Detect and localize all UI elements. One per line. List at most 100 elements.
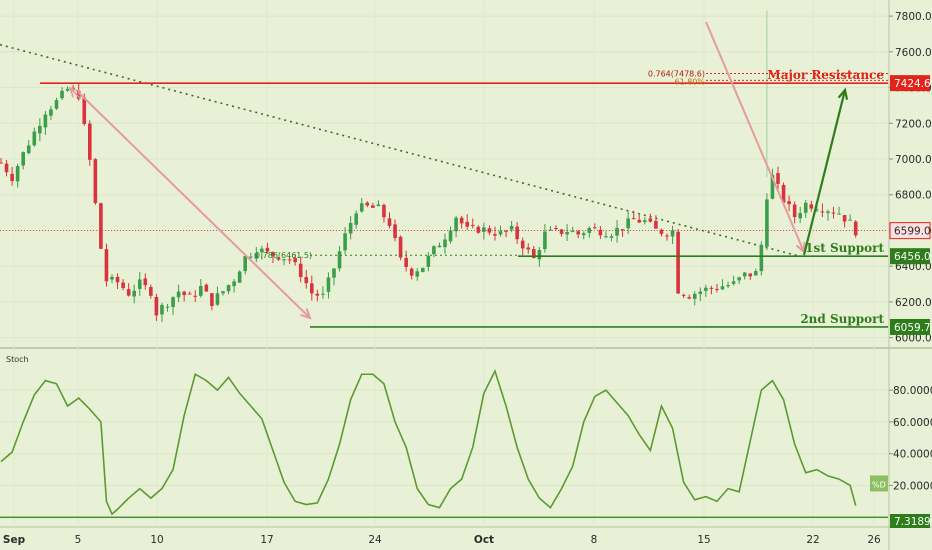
candle-body <box>698 291 703 294</box>
candle-body <box>498 231 503 235</box>
candle-body <box>643 220 647 222</box>
candle-body <box>726 284 730 287</box>
candle-body <box>681 294 686 296</box>
up-arrow-head <box>837 87 849 101</box>
price-tick-label: 7000.0 <box>895 154 932 166</box>
candle-body <box>271 252 275 256</box>
candle-body <box>182 291 186 296</box>
candle-body <box>748 273 753 277</box>
candle-body <box>354 213 358 225</box>
candle-body <box>321 293 325 295</box>
candle-body <box>570 231 575 233</box>
candle-body <box>820 211 825 213</box>
candle-body <box>848 219 852 221</box>
candle-body <box>837 213 841 215</box>
candle-body <box>10 173 14 182</box>
down-arrow-right <box>705 21 805 253</box>
candle-body <box>520 240 525 249</box>
candle-body <box>465 221 469 227</box>
candle-body <box>637 219 642 223</box>
time-tick-label: Oct <box>474 534 494 546</box>
stoch-legend-tag <box>870 475 888 492</box>
stoch-title: Stoch <box>6 355 29 364</box>
candle-body <box>565 231 569 235</box>
candle-body <box>210 293 214 307</box>
candle-body <box>792 204 797 218</box>
candle-body <box>65 88 70 91</box>
candle-body <box>4 163 9 173</box>
time-tick-label: 10 <box>150 534 163 546</box>
candle-body <box>15 166 20 182</box>
candle-body <box>171 297 175 307</box>
candle-body <box>149 287 153 296</box>
fib-0764-label: 0.764(7478.6) <box>648 69 705 78</box>
time-tick-label: 22 <box>806 534 819 546</box>
stoch-legend-label: %D <box>872 480 886 489</box>
candle-body <box>831 212 836 214</box>
candle-body <box>193 295 198 297</box>
price-tick-label: 6400.0 <box>895 261 932 273</box>
candle-body <box>248 256 253 258</box>
candle-body <box>459 217 464 224</box>
candle-body <box>104 249 109 282</box>
candle-body <box>803 202 808 213</box>
candle-body <box>337 251 342 269</box>
candle-body <box>665 235 669 237</box>
major-resistance-value: 7424.6 <box>894 78 931 90</box>
stoch-tick-label: 80.0000 <box>893 385 932 397</box>
fib-0618-label: 61.80% <box>674 77 705 86</box>
candle-body <box>787 201 791 205</box>
candle-body <box>365 202 370 206</box>
candle-body <box>704 287 708 291</box>
candle-body <box>382 204 386 218</box>
candle-body <box>670 230 675 237</box>
down-arrow-left <box>77 91 311 319</box>
candle-body <box>709 287 714 289</box>
candle-body <box>54 100 59 109</box>
second-support-tag <box>890 318 930 335</box>
time-tick-label: 8 <box>591 534 598 546</box>
candle-body <box>154 296 159 316</box>
candle-body <box>348 222 353 234</box>
candle-body <box>260 248 264 253</box>
time-tick-label: 17 <box>260 534 273 546</box>
stoch-last-value: 7.3189 <box>894 516 931 528</box>
candle-body <box>443 239 447 248</box>
candle-body <box>765 199 769 247</box>
candle-body <box>815 209 819 211</box>
down-arrow-left-head <box>300 308 312 320</box>
candle-body <box>554 228 558 230</box>
candle-body <box>432 246 436 255</box>
major-resistance-label: Major Resistance <box>767 68 884 82</box>
candle-body <box>587 227 592 233</box>
candle-body <box>676 231 680 294</box>
fib-lower-label: 0.786(6461.5) <box>255 251 312 260</box>
candle-body <box>576 231 580 235</box>
candle-body <box>770 174 775 199</box>
second-support-value: 6059.7 <box>894 322 931 334</box>
current-price-tag <box>889 222 931 240</box>
candle-body <box>287 259 292 261</box>
candle-body <box>143 278 148 286</box>
candle-body <box>310 283 314 294</box>
candle-body <box>781 184 786 203</box>
candle-body <box>504 230 508 232</box>
candle-body <box>515 226 519 240</box>
candle-body <box>387 218 392 226</box>
candle-body <box>293 258 297 263</box>
second-support-label: 2nd Support <box>800 312 884 326</box>
candle-body <box>115 276 120 283</box>
candle-body <box>548 229 553 231</box>
candle-body <box>0 162 3 164</box>
price-axis[interactable]: 7800.07600.07400.07200.07000.06800.06600… <box>870 11 932 528</box>
time-axis[interactable]: Sep 5 10 17 24 Oct 8 15 22 26 <box>3 534 881 546</box>
candle-body <box>509 225 514 230</box>
candle-body <box>265 247 270 252</box>
candle-body <box>398 236 403 258</box>
candle-body <box>315 293 320 296</box>
candle-body <box>199 286 203 296</box>
candle-body <box>470 224 475 226</box>
candle-body <box>326 277 331 292</box>
stoch-tick-label: 40.0000 <box>893 449 932 461</box>
